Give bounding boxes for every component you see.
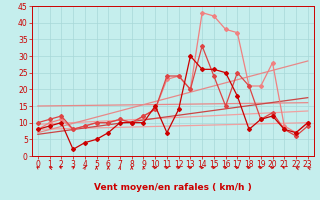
X-axis label: Vent moyen/en rafales ( km/h ): Vent moyen/en rafales ( km/h )	[94, 183, 252, 192]
